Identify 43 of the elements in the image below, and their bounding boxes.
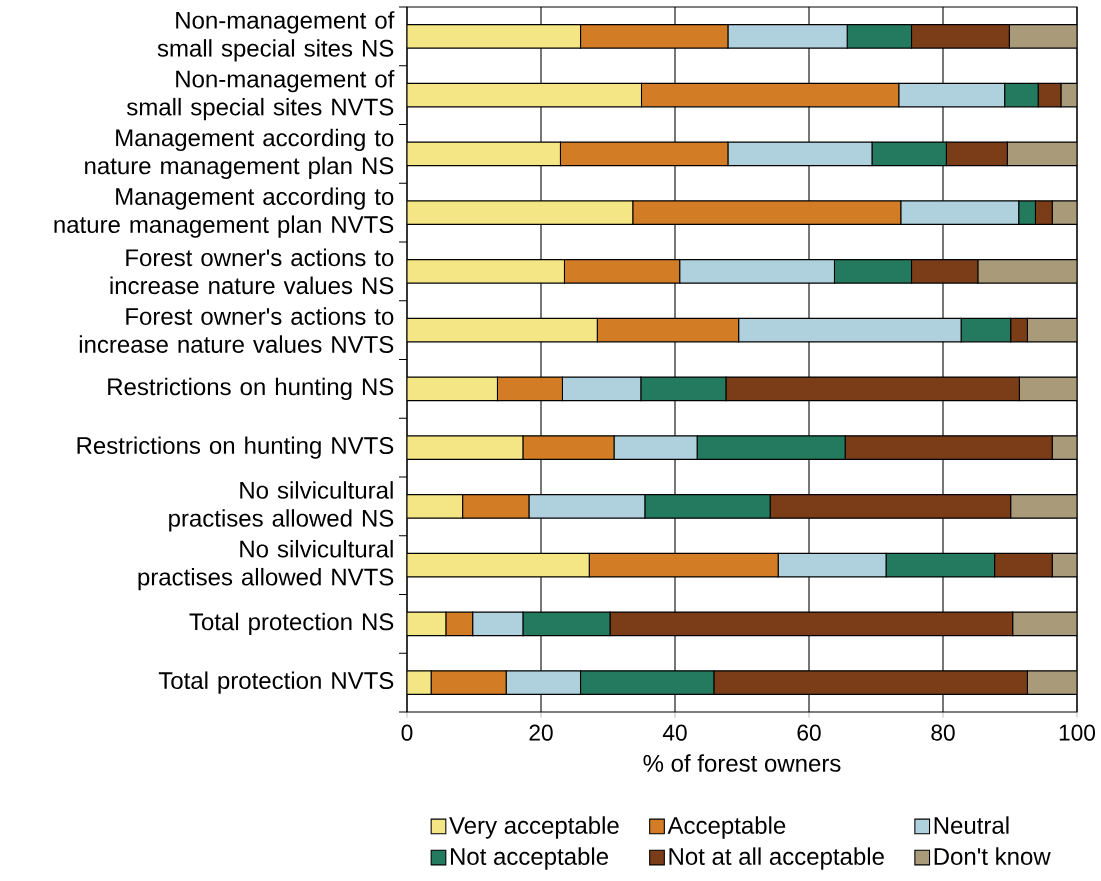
x-tick-label: 0	[401, 724, 413, 741]
x-tick-label: 80	[931, 724, 955, 741]
bar	[1012, 611, 1077, 637]
legend-label: Not at all acceptable	[669, 847, 884, 870]
y-tick-label: Non-management of small special sites NVTS	[126, 69, 395, 121]
bar	[1026, 317, 1077, 343]
legend-label: Neutral	[934, 816, 1009, 834]
x-tick-label: 20	[529, 724, 553, 741]
y-tick-label: No silvicultural practises allowed NS	[169, 481, 394, 532]
legend-label: Not acceptable	[450, 847, 609, 870]
bar	[1018, 376, 1077, 402]
y-tick-label: Management according to nature management plan NVTS	[54, 187, 394, 238]
bar	[407, 24, 582, 49]
bar	[977, 259, 1077, 284]
x-axis-title: % of forest owners	[643, 754, 841, 772]
x-tick-label: 100	[1059, 724, 1096, 741]
bar	[407, 82, 643, 108]
y-tick-label: Total protection NS	[189, 612, 394, 636]
bar	[407, 259, 565, 284]
y-tick-label: Management according to nature management plan NS	[85, 128, 394, 180]
bar	[407, 494, 464, 519]
x-tick-label: 60	[797, 724, 821, 741]
legend-label: Don't know	[934, 847, 1051, 865]
bar	[407, 376, 498, 402]
y-tick-label: Forest owner's actions to increase nature values NS	[110, 248, 394, 295]
bar	[1010, 494, 1077, 519]
y-tick-label: Restrictions on hunting NVTS	[77, 436, 394, 459]
legend-label: Acceptable	[667, 816, 786, 839]
bar	[407, 552, 590, 578]
y-tick-label: Non-management of small special sites NS	[157, 11, 395, 62]
bar	[1006, 141, 1077, 167]
y-tick-label: Total protection NVTS	[158, 671, 394, 694]
y-tick-label: No silvicultural practises allowed NVTS	[138, 539, 394, 591]
y-tick-label: Forest owner's actions to increase nature values NVTS	[79, 307, 394, 353]
bar	[1026, 670, 1077, 695]
bar	[407, 435, 524, 460]
bar	[407, 200, 634, 225]
legend-label: Very acceptable	[449, 816, 619, 839]
bar	[1008, 24, 1077, 49]
bar	[407, 141, 561, 167]
bar	[407, 317, 598, 343]
y-tick-label: Restrictions on hunting NS	[108, 377, 394, 401]
x-tick-label: 40	[662, 724, 687, 741]
